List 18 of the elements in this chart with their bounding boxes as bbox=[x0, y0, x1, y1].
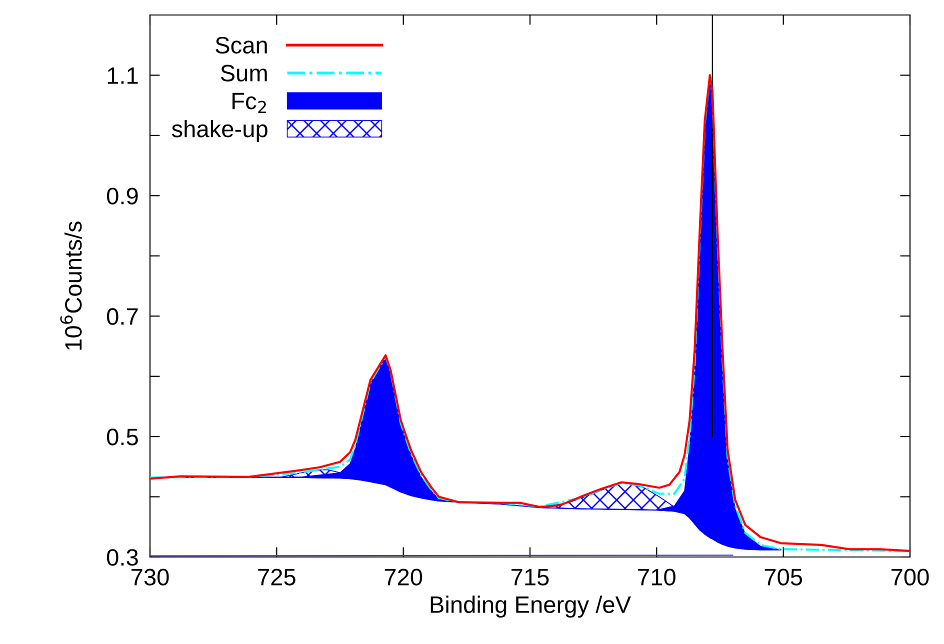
y-tick-label: 0.3 bbox=[106, 549, 138, 566]
y-axis-title: 10$^{6}$Counts/s bbox=[60, 222, 82, 350]
x-tick-label: 710 bbox=[638, 568, 676, 586]
legend-label: Sum bbox=[220, 64, 267, 82]
x-tick-label: 705 bbox=[764, 568, 802, 586]
x-tick-label: 730 bbox=[132, 568, 169, 586]
x-tick-label: 725 bbox=[258, 568, 296, 586]
x-tick-label: 720 bbox=[384, 568, 422, 586]
x-axis-title: Binding Energy /eV bbox=[430, 596, 631, 618]
x-tick-label: 715 bbox=[512, 568, 549, 586]
x-tick-label: 700 bbox=[892, 568, 929, 586]
y-tick-label: 1.1 bbox=[108, 68, 138, 84]
legend-label: Scan bbox=[216, 36, 267, 54]
y-tick-label: 0.9 bbox=[106, 188, 138, 204]
legend-label: Fc$_{2}$ bbox=[232, 92, 266, 114]
y-tick-label: 0.7 bbox=[106, 308, 138, 325]
y-tick-label: 0.5 bbox=[106, 428, 138, 446]
legend-label: shake-up bbox=[172, 120, 268, 142]
